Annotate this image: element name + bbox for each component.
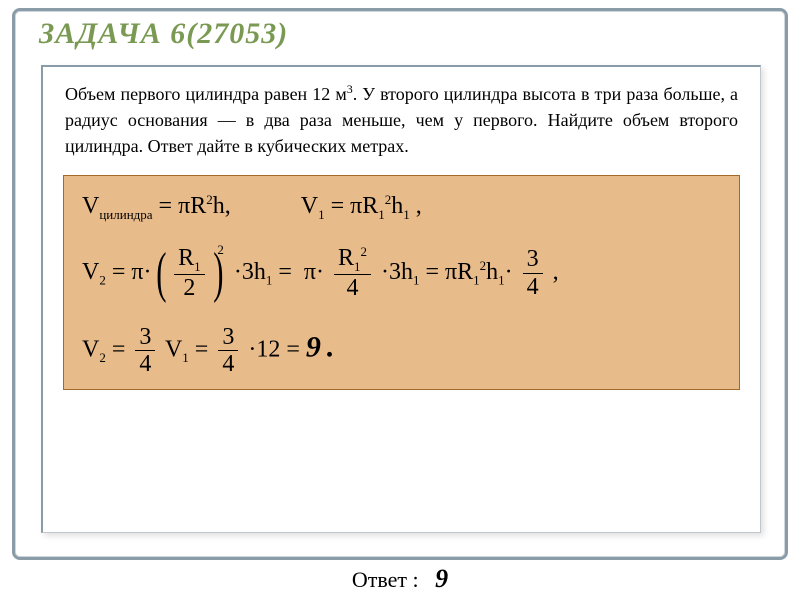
formula-box: Vцилиндра = πR2h, V1 = πR12h1 , V2 = π· … [63, 175, 740, 390]
formula-row-3: V2 = 3 4 V1 = 3 4 ·12 = 9 . [82, 324, 721, 378]
formula-row-2: V2 = π· ( R1 2 )2 ·3h1 = π· R12 4 ·3h1 = [82, 245, 721, 301]
title-number: 6(27053) [170, 17, 288, 50]
formula-v1: V1 = πR12h1 , [301, 192, 422, 223]
slide-title: ЗАДАЧА 6(27053) [39, 17, 288, 51]
answer-line: Ответ : 9 [0, 564, 800, 594]
formula-v-cylinder: Vцилиндра = πR2h, [82, 192, 231, 223]
formula-v2-result: V2 = 3 4 V1 = 3 4 ·12 = 9 . [82, 324, 334, 378]
formula-row-1: Vцилиндра = πR2h, V1 = πR12h1 , [82, 192, 721, 223]
title-word: ЗАДАЧА [39, 17, 162, 50]
formula-v2-simplify: π· R12 4 ·3h1 = πR12h1· 3 4 , [304, 245, 559, 301]
formula-v2-expand: V2 = π· ( R1 2 )2 ·3h1 = [82, 245, 292, 301]
content-box: Объем первого цилиндра равен 12 м3. У вт… [41, 65, 761, 533]
problem-text: Объем первого цилиндра равен 12 м3. У вт… [43, 67, 760, 169]
answer-value: 9 [435, 564, 448, 593]
slide-frame: ЗАДАЧА 6(27053) Объем первого цилиндра р… [12, 8, 788, 560]
answer-label: Ответ : [352, 567, 419, 592]
